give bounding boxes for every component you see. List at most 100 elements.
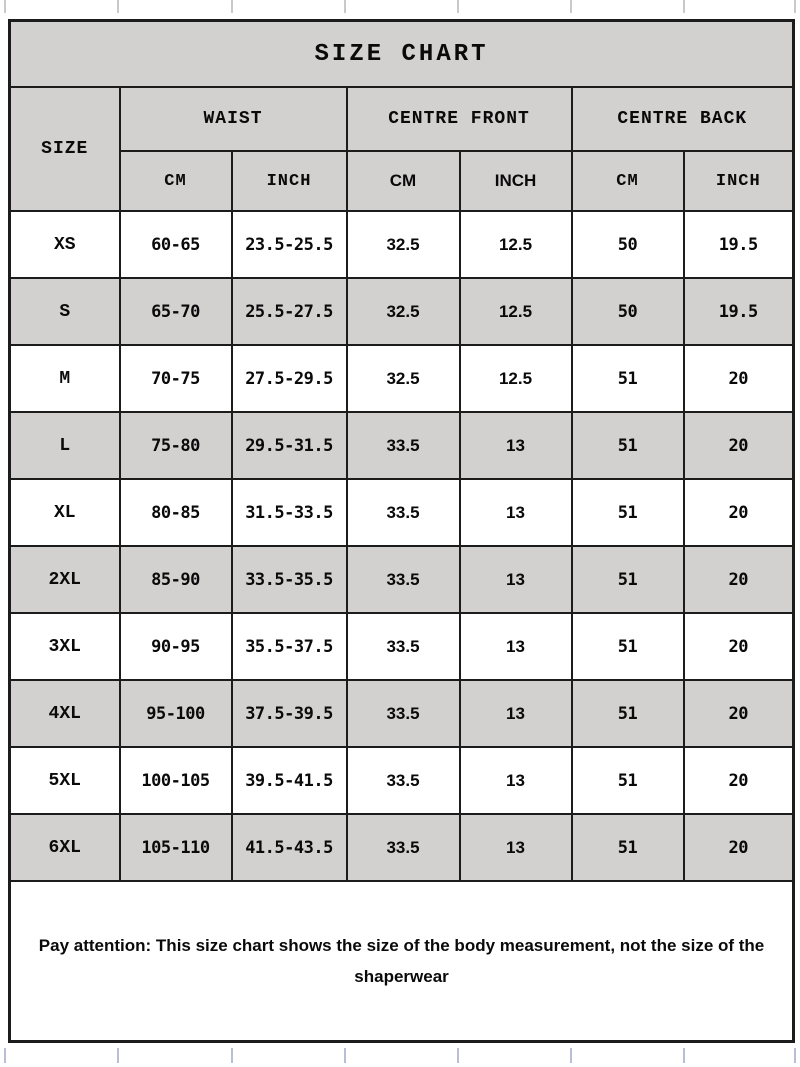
- value-cell: 19.5: [682, 277, 795, 346]
- grid-tick: [4, 1048, 6, 1063]
- value-cell: 31.5-33.5: [230, 478, 348, 547]
- value-cell: 51: [570, 545, 685, 614]
- centre-front-cm-header: CM: [345, 150, 461, 212]
- value-cell: 60-65: [118, 210, 233, 279]
- value-cell: 33.5: [345, 813, 461, 882]
- grid-tick: [117, 1048, 119, 1063]
- value-cell: 33.5: [345, 478, 461, 547]
- value-cell: 20: [682, 411, 795, 480]
- value-cell: 100-105: [118, 746, 233, 815]
- value-cell: 80-85: [118, 478, 233, 547]
- value-cell: 50: [570, 277, 685, 346]
- value-cell: 33.5-35.5: [230, 545, 348, 614]
- size-chart-table: SIZE CHART SIZE WAIST CENTRE FRONT CENTR…: [8, 19, 796, 1043]
- grid-tick: [794, 1048, 796, 1063]
- grid-tick: [457, 1048, 459, 1063]
- note-row: Pay attention: This size chart shows the…: [8, 880, 795, 1043]
- grid-tick: [683, 0, 685, 13]
- group-header-row: SIZE WAIST CENTRE FRONT CENTRE BACK: [8, 86, 795, 212]
- size-column-header: SIZE: [8, 86, 121, 212]
- value-cell: 70-75: [118, 344, 233, 413]
- size-cell: XS: [8, 210, 121, 279]
- size-cell: 5XL: [8, 746, 121, 815]
- grid-tick: [231, 1048, 233, 1063]
- value-cell: 51: [570, 344, 685, 413]
- value-cell: 33.5: [345, 746, 461, 815]
- value-cell: 20: [682, 344, 795, 413]
- table-row: 3XL 90-95 35.5-37.5 33.5 13 51 20: [8, 612, 795, 681]
- value-cell: 33.5: [345, 679, 461, 748]
- value-cell: 51: [570, 679, 685, 748]
- value-cell: 13: [458, 411, 573, 480]
- value-cell: 20: [682, 545, 795, 614]
- value-cell: 13: [458, 746, 573, 815]
- table-row: M 70-75 27.5-29.5 32.5 12.5 51 20: [8, 344, 795, 413]
- grid-tick: [231, 0, 233, 13]
- value-cell: 65-70: [118, 277, 233, 346]
- size-cell: 2XL: [8, 545, 121, 614]
- value-cell: 13: [458, 612, 573, 681]
- value-cell: 39.5-41.5: [230, 746, 348, 815]
- grid-tick: [344, 0, 346, 13]
- value-cell: 13: [458, 478, 573, 547]
- grid-tick: [683, 1048, 685, 1063]
- title-row: SIZE CHART: [8, 19, 795, 88]
- value-cell: 33.5: [345, 411, 461, 480]
- grid-tick: [570, 1048, 572, 1063]
- waist-inch-header: INCH: [230, 150, 348, 212]
- size-cell: M: [8, 344, 121, 413]
- grid-tick: [794, 0, 796, 13]
- value-cell: 29.5-31.5: [230, 411, 348, 480]
- value-cell: 75-80: [118, 411, 233, 480]
- value-cell: 50: [570, 210, 685, 279]
- chart-title: SIZE CHART: [8, 19, 795, 88]
- size-cell: L: [8, 411, 121, 480]
- value-cell: 90-95: [118, 612, 233, 681]
- table-row: 4XL 95-100 37.5-39.5 33.5 13 51 20: [8, 679, 795, 748]
- value-cell: 41.5-43.5: [230, 813, 348, 882]
- table-row: 6XL 105-110 41.5-43.5 33.5 13 51 20: [8, 813, 795, 882]
- size-cell: S: [8, 277, 121, 346]
- size-cell: 3XL: [8, 612, 121, 681]
- value-cell: 51: [570, 411, 685, 480]
- value-cell: 32.5: [345, 344, 461, 413]
- grid-tick: [570, 0, 572, 13]
- value-cell: 32.5: [345, 210, 461, 279]
- value-cell: 20: [682, 478, 795, 547]
- value-cell: 20: [682, 679, 795, 748]
- value-cell: 33.5: [345, 612, 461, 681]
- waist-group-header: WAIST: [118, 86, 348, 152]
- grid-tick: [457, 0, 459, 13]
- centre-back-cm-header: CM: [570, 150, 685, 212]
- value-cell: 12.5: [458, 210, 573, 279]
- value-cell: 20: [682, 612, 795, 681]
- value-cell: 51: [570, 746, 685, 815]
- table-row: XL 80-85 31.5-33.5 33.5 13 51 20: [8, 478, 795, 547]
- value-cell: 25.5-27.5: [230, 277, 348, 346]
- size-cell: 4XL: [8, 679, 121, 748]
- table-row: 2XL 85-90 33.5-35.5 33.5 13 51 20: [8, 545, 795, 614]
- value-cell: 13: [458, 679, 573, 748]
- table-row: S 65-70 25.5-27.5 32.5 12.5 50 19.5: [8, 277, 795, 346]
- unit-header-row: CM INCH CM INCH CM INCH: [10, 150, 795, 212]
- value-cell: 85-90: [118, 545, 233, 614]
- value-cell: 13: [458, 545, 573, 614]
- centre-front-inch-header: INCH: [458, 150, 573, 212]
- centre-back-inch-header: INCH: [682, 150, 795, 212]
- table-row: 5XL 100-105 39.5-41.5 33.5 13 51 20: [8, 746, 795, 815]
- waist-cm-header: CM: [118, 150, 233, 212]
- value-cell: 23.5-25.5: [230, 210, 348, 279]
- value-cell: 35.5-37.5: [230, 612, 348, 681]
- value-cell: 95-100: [118, 679, 233, 748]
- value-cell: 13: [458, 813, 573, 882]
- value-cell: 51: [570, 612, 685, 681]
- value-cell: 20: [682, 746, 795, 815]
- table-row: XS 60-65 23.5-25.5 32.5 12.5 50 19.5: [8, 210, 795, 279]
- value-cell: 51: [570, 813, 685, 882]
- grid-tick: [344, 1048, 346, 1063]
- value-cell: 12.5: [458, 277, 573, 346]
- table-row: L 75-80 29.5-31.5 33.5 13 51 20: [8, 411, 795, 480]
- value-cell: 37.5-39.5: [230, 679, 348, 748]
- value-cell: 27.5-29.5: [230, 344, 348, 413]
- grid-tick: [117, 0, 119, 13]
